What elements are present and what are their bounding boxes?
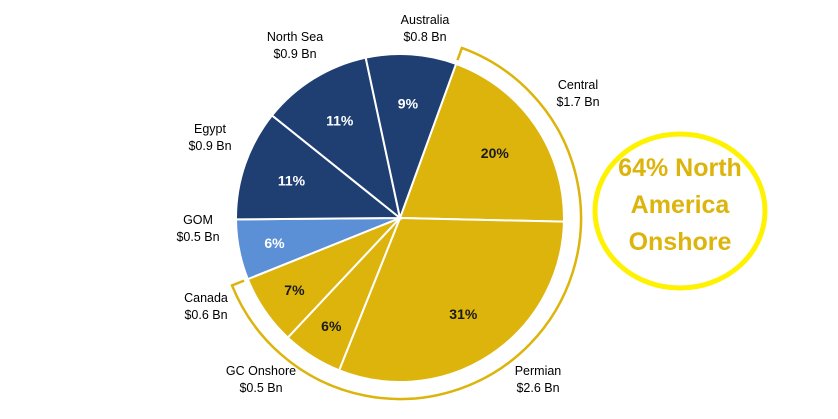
pct-label-gom: 6% bbox=[264, 235, 285, 251]
category-label-north-sea: North Sea bbox=[267, 30, 323, 44]
category-label-australia: Australia bbox=[401, 13, 450, 27]
percent-labels: 20% 31% 6% 7% 6% 11% 11% 9% bbox=[264, 96, 509, 334]
category-labels: Central $1.7 Bn Permian $2.6 Bn GC Onshore $0… bbox=[176, 13, 599, 395]
slice-central bbox=[398, 62, 565, 223]
amount-label-egypt: $0.9 Bn bbox=[188, 139, 231, 153]
slice-north-sea bbox=[270, 56, 402, 221]
slice-australia bbox=[364, 53, 458, 222]
callout-line-1: 64% North bbox=[618, 154, 742, 182]
slice-permian bbox=[337, 216, 565, 383]
pct-label-australia: 9% bbox=[398, 96, 419, 112]
pct-label-gc-onshore: 6% bbox=[321, 318, 342, 334]
pie-slices bbox=[235, 53, 565, 383]
category-label-canada: Canada bbox=[184, 291, 228, 305]
amount-label-north-sea: $0.9 Bn bbox=[273, 47, 316, 61]
slice-egypt bbox=[235, 114, 403, 221]
amount-label-canada: $0.6 Bn bbox=[184, 308, 227, 322]
pct-label-egypt: 11% bbox=[278, 172, 306, 188]
amount-label-gc-onshore: $0.5 Bn bbox=[239, 381, 282, 395]
amount-label-australia: $0.8 Bn bbox=[403, 30, 446, 44]
callout-ring bbox=[592, 131, 768, 291]
north-america-bracket bbox=[230, 46, 583, 401]
category-label-egypt: Egypt bbox=[194, 122, 226, 136]
callout: 64% North America Onshore bbox=[592, 131, 768, 291]
category-label-central: Central bbox=[558, 78, 598, 92]
pct-label-north-sea: 11% bbox=[326, 112, 354, 128]
category-label-permian: Permian bbox=[515, 364, 562, 378]
category-label-gom: GOM bbox=[183, 213, 213, 227]
pct-label-canada: 7% bbox=[284, 282, 305, 298]
pct-label-permian: 31% bbox=[449, 306, 478, 322]
callout-line-2: America bbox=[631, 191, 731, 219]
amount-label-permian: $2.6 Bn bbox=[516, 381, 559, 395]
pct-label-central: 20% bbox=[481, 145, 510, 161]
north-america-bracket-arc bbox=[230, 46, 583, 401]
amount-label-gom: $0.5 Bn bbox=[176, 230, 219, 244]
callout-line-3: Onshore bbox=[629, 228, 732, 256]
category-label-gc-onshore: GC Onshore bbox=[226, 364, 296, 378]
amount-label-central: $1.7 Bn bbox=[556, 95, 599, 109]
